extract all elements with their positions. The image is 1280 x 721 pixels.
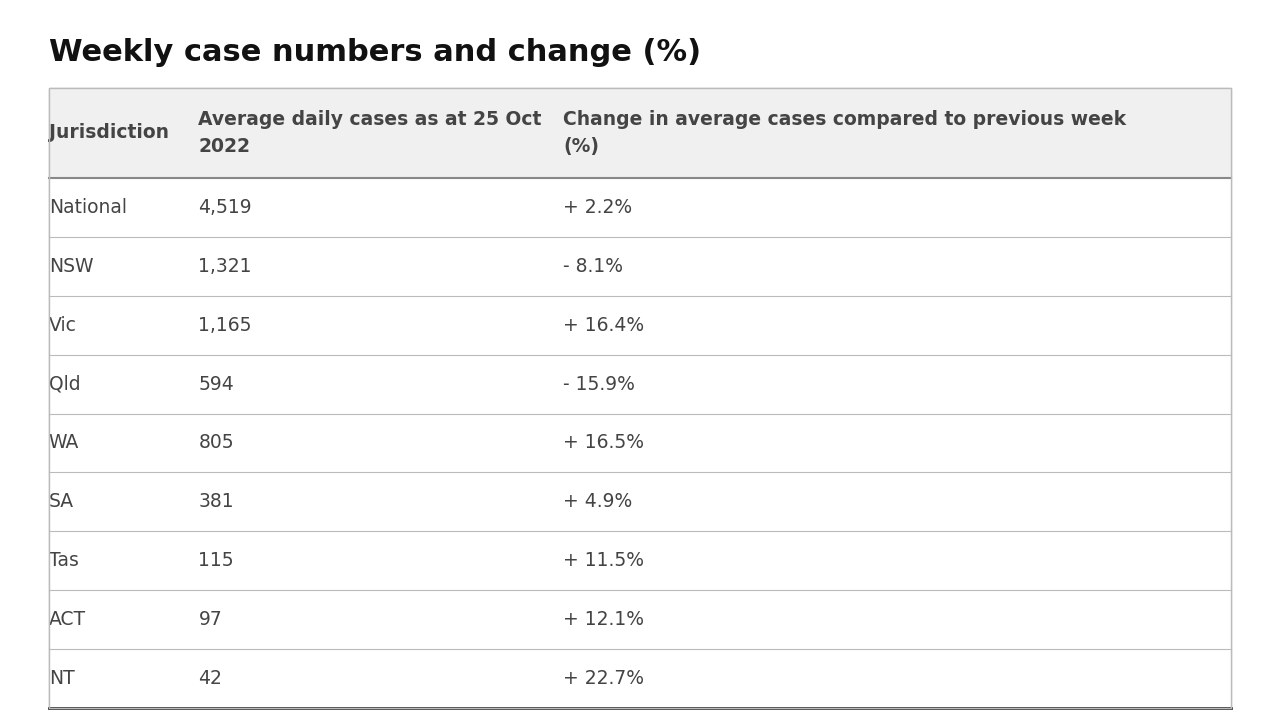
Text: + 11.5%: + 11.5%	[563, 552, 644, 570]
Text: + 16.5%: + 16.5%	[563, 433, 644, 453]
Text: Average daily cases as at 25 Oct
2022: Average daily cases as at 25 Oct 2022	[198, 110, 541, 156]
Text: Vic: Vic	[49, 316, 77, 335]
Text: 805: 805	[198, 433, 234, 453]
Text: 42: 42	[198, 669, 223, 688]
Text: Weekly case numbers and change (%): Weekly case numbers and change (%)	[49, 38, 700, 67]
Text: ACT: ACT	[49, 610, 86, 629]
Text: NSW: NSW	[49, 257, 93, 276]
Text: 1,321: 1,321	[198, 257, 252, 276]
Text: - 8.1%: - 8.1%	[563, 257, 623, 276]
Text: + 2.2%: + 2.2%	[563, 198, 632, 217]
Text: + 22.7%: + 22.7%	[563, 669, 644, 688]
Text: 594: 594	[198, 375, 234, 394]
Text: 1,165: 1,165	[198, 316, 252, 335]
Text: SA: SA	[49, 492, 74, 511]
Text: National: National	[49, 198, 127, 217]
Text: 97: 97	[198, 610, 223, 629]
Text: 381: 381	[198, 492, 234, 511]
Text: NT: NT	[49, 669, 74, 688]
Text: + 16.4%: + 16.4%	[563, 316, 644, 335]
Text: Tas: Tas	[49, 552, 78, 570]
Text: - 15.9%: - 15.9%	[563, 375, 635, 394]
Text: + 4.9%: + 4.9%	[563, 492, 632, 511]
Text: Jurisdiction: Jurisdiction	[49, 123, 169, 143]
Text: 115: 115	[198, 552, 234, 570]
Text: Qld: Qld	[49, 375, 81, 394]
Text: WA: WA	[49, 433, 79, 453]
Text: 4,519: 4,519	[198, 198, 252, 217]
Text: + 12.1%: + 12.1%	[563, 610, 644, 629]
Text: Change in average cases compared to previous week
(%): Change in average cases compared to prev…	[563, 110, 1126, 156]
